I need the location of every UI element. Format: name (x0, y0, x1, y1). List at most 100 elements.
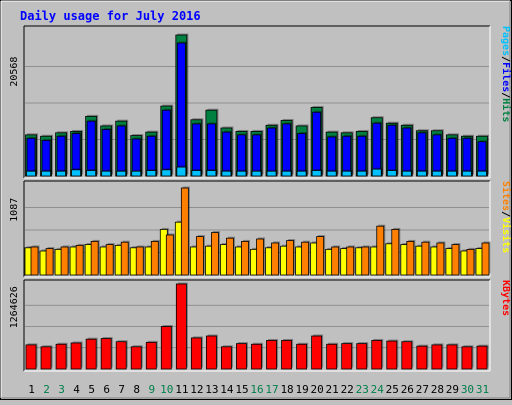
bar-pages-day-20 (311, 170, 322, 177)
day-label: 30 (461, 383, 474, 396)
bar-sites-day-2 (45, 248, 54, 276)
bar-kbytes-day-30 (461, 346, 473, 370)
bar-sites-day-25 (391, 228, 400, 276)
bar-sites-day-24 (376, 225, 385, 276)
day-label: 29 (446, 383, 459, 396)
bar-files-day-6 (101, 128, 111, 177)
bar-files-day-11 (176, 42, 186, 177)
day-label: 10 (160, 383, 173, 396)
legend-kbytes: KBytes (500, 280, 511, 316)
day-label: 11 (175, 383, 188, 396)
bar-kbytes-day-5 (85, 338, 97, 370)
bar-files-day-27 (417, 132, 427, 177)
panel-visits-sites: 1087 Sites/Visits (9, 180, 512, 278)
bar-kbytes-day-26 (401, 341, 413, 370)
day-label: 16 (250, 383, 263, 396)
bar-pages-day-24 (371, 168, 382, 177)
bar-sites-day-9 (150, 240, 159, 276)
bar-kbytes-day-18 (281, 340, 292, 370)
bar-pages-day-6 (101, 170, 112, 177)
bar-pages-day-18 (281, 170, 292, 177)
bar-pages-day-11 (176, 166, 187, 177)
bar-sites-day-21 (331, 246, 340, 276)
bar-sites-day-27 (421, 241, 430, 276)
bar-kbytes-day-15 (236, 343, 247, 370)
bar-pages-day-9 (146, 170, 157, 177)
bar-pages-day-19 (296, 170, 307, 177)
bar-sites-day-13 (211, 232, 219, 276)
bar-pages-day-26 (401, 170, 412, 177)
bar-files-day-5 (86, 120, 96, 177)
bar-kbytes-day-13 (205, 335, 217, 370)
bar-sites-day-12 (195, 236, 204, 276)
bar-kbytes-day-10 (160, 326, 172, 370)
bar-pages-day-7 (116, 170, 127, 177)
day-label: 1 (28, 383, 35, 396)
day-label: 6 (103, 383, 110, 396)
bar-kbytes-day-7 (115, 341, 127, 370)
bar-sites-day-1 (30, 246, 39, 276)
day-label: 27 (416, 383, 429, 396)
day-label: 24 (371, 383, 385, 396)
chart-title: Daily usage for July 2016 (20, 9, 201, 23)
day-label: 18 (280, 383, 293, 396)
bar-pages-day-12 (191, 170, 202, 177)
bar-kbytes-day-12 (190, 337, 202, 370)
bar-pages-day-15 (236, 170, 247, 177)
bar-kbytes-day-16 (251, 343, 262, 370)
bar-sites-day-31 (481, 242, 490, 276)
day-label: 20 (311, 383, 324, 396)
bar-pages-day-28 (431, 170, 442, 177)
bar-sites-day-6 (105, 244, 114, 276)
panel-visits-sites-legend: Sites/Visits (500, 181, 512, 253)
day-label: 7 (118, 383, 125, 396)
bar-sites-day-8 (135, 246, 144, 276)
day-label: 2 (43, 383, 50, 396)
bar-pages-day-17 (266, 170, 277, 177)
bar-sites-day-29 (451, 244, 460, 276)
legend-separator: / (500, 56, 511, 62)
day-label: 28 (431, 383, 444, 396)
bar-files-day-20 (312, 111, 322, 177)
bar-kbytes-day-9 (145, 341, 157, 370)
day-label: 14 (220, 383, 234, 396)
bar-pages-day-3 (56, 170, 66, 177)
day-label: 31 (476, 383, 489, 396)
day-label: 3 (58, 383, 65, 396)
day-labels: 1 2 3 4 5 6 7 8 9 10 11 12 13 14 15 16 17 18 19 20 21 22 23 24 2… (28, 383, 489, 396)
bar-kbytes-day-24 (371, 340, 383, 370)
bar-kbytes-day-2 (40, 346, 52, 370)
legend-files: Files (500, 62, 512, 92)
bar-sites-day-4 (75, 244, 84, 276)
bar-sites-day-11 (180, 187, 189, 276)
bar-pages-day-22 (341, 170, 352, 177)
bar-pages-day-31 (477, 170, 487, 177)
bar-kbytes-day-6 (100, 338, 112, 370)
panel-hits-files-pages-tick-label: 20568 (9, 57, 20, 87)
bar-sites-day-5 (90, 240, 99, 276)
bar-kbytes-day-17 (266, 340, 277, 370)
day-label: 12 (190, 383, 203, 396)
legend-hits: Hits (500, 98, 512, 122)
bar-files-day-19 (297, 133, 307, 177)
legend-sites: Sites (500, 181, 512, 211)
day-label: 25 (386, 383, 399, 396)
panel-kbytes: 1264626 KBytes (9, 279, 511, 372)
bar-kbytes-day-23 (356, 343, 368, 370)
bar-kbytes-day-28 (431, 344, 443, 370)
bar-pages-day-21 (326, 170, 337, 177)
legend-separator: / (500, 211, 511, 217)
day-label: 4 (73, 383, 80, 396)
bar-files-day-12 (191, 123, 201, 177)
bar-kbytes-day-25 (386, 340, 398, 370)
bar-sites-day-23 (361, 246, 370, 276)
bar-sites-day-18 (286, 240, 294, 276)
bar-files-day-26 (402, 127, 412, 177)
day-label: 8 (133, 383, 140, 396)
bar-pages-day-23 (356, 170, 367, 177)
bar-kbytes-day-14 (221, 346, 232, 370)
bar-sites-day-28 (436, 242, 445, 276)
